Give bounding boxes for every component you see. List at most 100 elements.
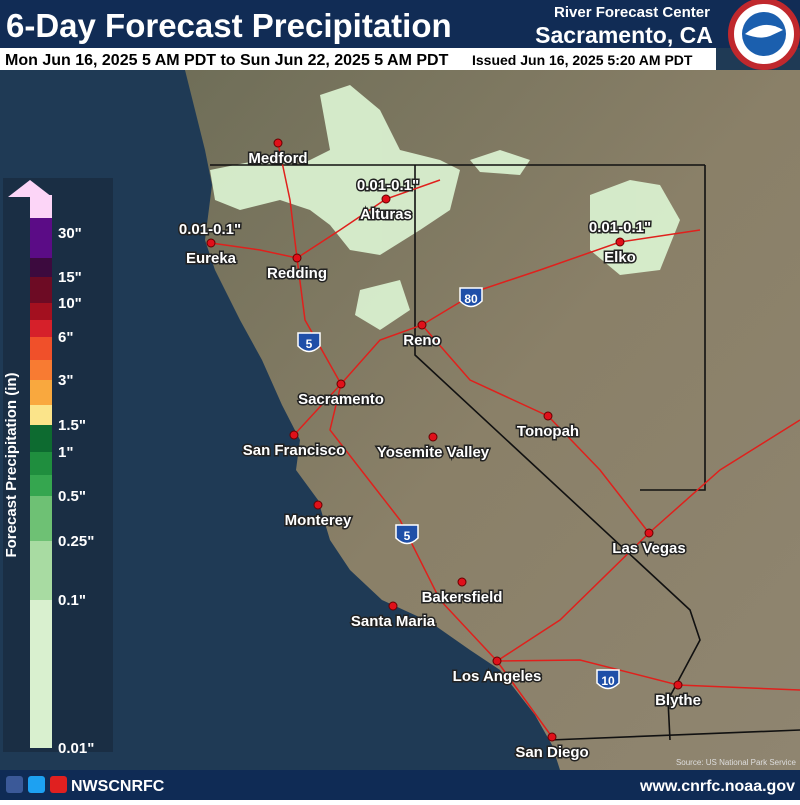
office: River Forecast Center [554, 4, 710, 21]
city-label: Las Vegas [612, 540, 685, 557]
interstate-label: 5 [404, 529, 411, 543]
legend-bin [30, 405, 52, 425]
city-label: Tonopah [517, 423, 579, 440]
road [277, 142, 553, 738]
borders [210, 164, 800, 741]
legend-bin [30, 452, 52, 475]
city-label: Medford [248, 150, 307, 167]
precip-areas [210, 85, 680, 330]
precip-area [210, 85, 460, 255]
precip-label: 0.01-0.1" [179, 221, 241, 238]
precip-area [470, 150, 530, 175]
legend-bin [30, 277, 52, 303]
interstate-shield [459, 287, 483, 308]
legend-label: 0.5" [58, 488, 86, 505]
legend-title: Forecast Precipitation (in) [3, 372, 20, 557]
interstate-shield [395, 524, 419, 545]
city-dot [289, 430, 299, 440]
city-label: Blythe [655, 692, 701, 709]
city-label: Sacramento [298, 391, 384, 408]
road [210, 179, 441, 259]
period: Mon Jun 16, 2025 5 AM PDT to Sun Jun 22,… [5, 52, 449, 69]
twitter-icon[interactable] [28, 776, 45, 793]
city-dot [457, 577, 467, 587]
legend-label: 30" [58, 225, 82, 242]
city-dot [547, 732, 557, 742]
legend-bin [30, 425, 52, 452]
map-labels: Medford Eureka Redding Alturas Elko Reno Sacra… [177, 138, 702, 763]
interstate-label: 80 [464, 292, 478, 306]
legend-arrow [8, 180, 52, 197]
city-label: Reno [403, 332, 441, 349]
legend-bin [30, 496, 52, 541]
location: Sacramento, CA [535, 22, 713, 48]
state-border [549, 729, 800, 741]
city-dot [313, 500, 323, 510]
facebook-icon[interactable] [6, 776, 23, 793]
source-note: Source: US National Park Service [676, 758, 797, 767]
precip-label: 0.01-0.1" [357, 177, 419, 194]
interstate-label: 10 [601, 674, 615, 688]
interstate-shield [297, 332, 321, 353]
legend-label: 0.1" [58, 592, 86, 609]
city-label: Elko [604, 249, 636, 266]
legend-bin [30, 541, 52, 600]
city-dot [417, 320, 427, 330]
website[interactable]: www.cnrfc.noaa.gov [639, 778, 795, 795]
legend-label: 6" [58, 329, 73, 346]
precip-label: 0.01-0.1" [589, 219, 651, 236]
legend-label: 1" [58, 444, 73, 461]
legend-label: 0.25" [58, 533, 94, 550]
city-dot [615, 237, 625, 247]
footer-band [0, 770, 800, 800]
city-dot [428, 432, 438, 442]
city-dot [644, 528, 654, 538]
city-label: Alturas [360, 206, 412, 223]
precip-area [355, 280, 410, 330]
city-label: Monterey [285, 512, 352, 529]
city-dot [206, 238, 216, 248]
city-dot [336, 379, 346, 389]
legend-bin [30, 303, 52, 320]
state-border [414, 165, 701, 741]
youtube-icon[interactable] [50, 776, 67, 793]
nws-logo [728, 0, 800, 70]
city-dot [381, 194, 391, 204]
legend-bin [30, 195, 52, 218]
legend-label: 1.5" [58, 417, 86, 434]
city-dot [292, 253, 302, 263]
period-band [0, 48, 716, 70]
legend-bin [30, 320, 52, 337]
legend-label: 10" [58, 295, 82, 312]
city-label: Redding [267, 265, 327, 282]
state-border [640, 165, 706, 491]
city-label: Bakersfield [422, 589, 503, 606]
legend-label: 0.01" [58, 740, 94, 757]
road [496, 659, 800, 691]
city-label: Los Angeles [453, 668, 542, 685]
legend-box [3, 178, 113, 752]
social-handle[interactable]: NWSCNRFC [71, 778, 165, 795]
interstate-label: 5 [306, 337, 313, 351]
city-label: San Diego [515, 744, 588, 761]
legend-bin [30, 380, 52, 405]
city-dot [273, 138, 283, 148]
legend-bin [30, 475, 52, 496]
legend-bin [30, 360, 52, 380]
legend-bin [30, 218, 52, 258]
road [293, 383, 342, 436]
precip-area [590, 180, 680, 275]
city-dot [673, 680, 683, 690]
city-dot [543, 411, 553, 421]
city-label: Yosemite Valley [377, 444, 490, 461]
legend-label: 15" [58, 269, 82, 286]
title: 6-Day Forecast Precipitation [6, 7, 452, 44]
legend-bin [30, 258, 52, 277]
city-label: Eureka [186, 250, 237, 267]
city-label: San Francisco [243, 442, 346, 459]
city-label: Santa Maria [351, 613, 436, 630]
city-dot [388, 601, 398, 611]
interstate-shield [596, 669, 620, 690]
legend-bin [30, 600, 52, 748]
